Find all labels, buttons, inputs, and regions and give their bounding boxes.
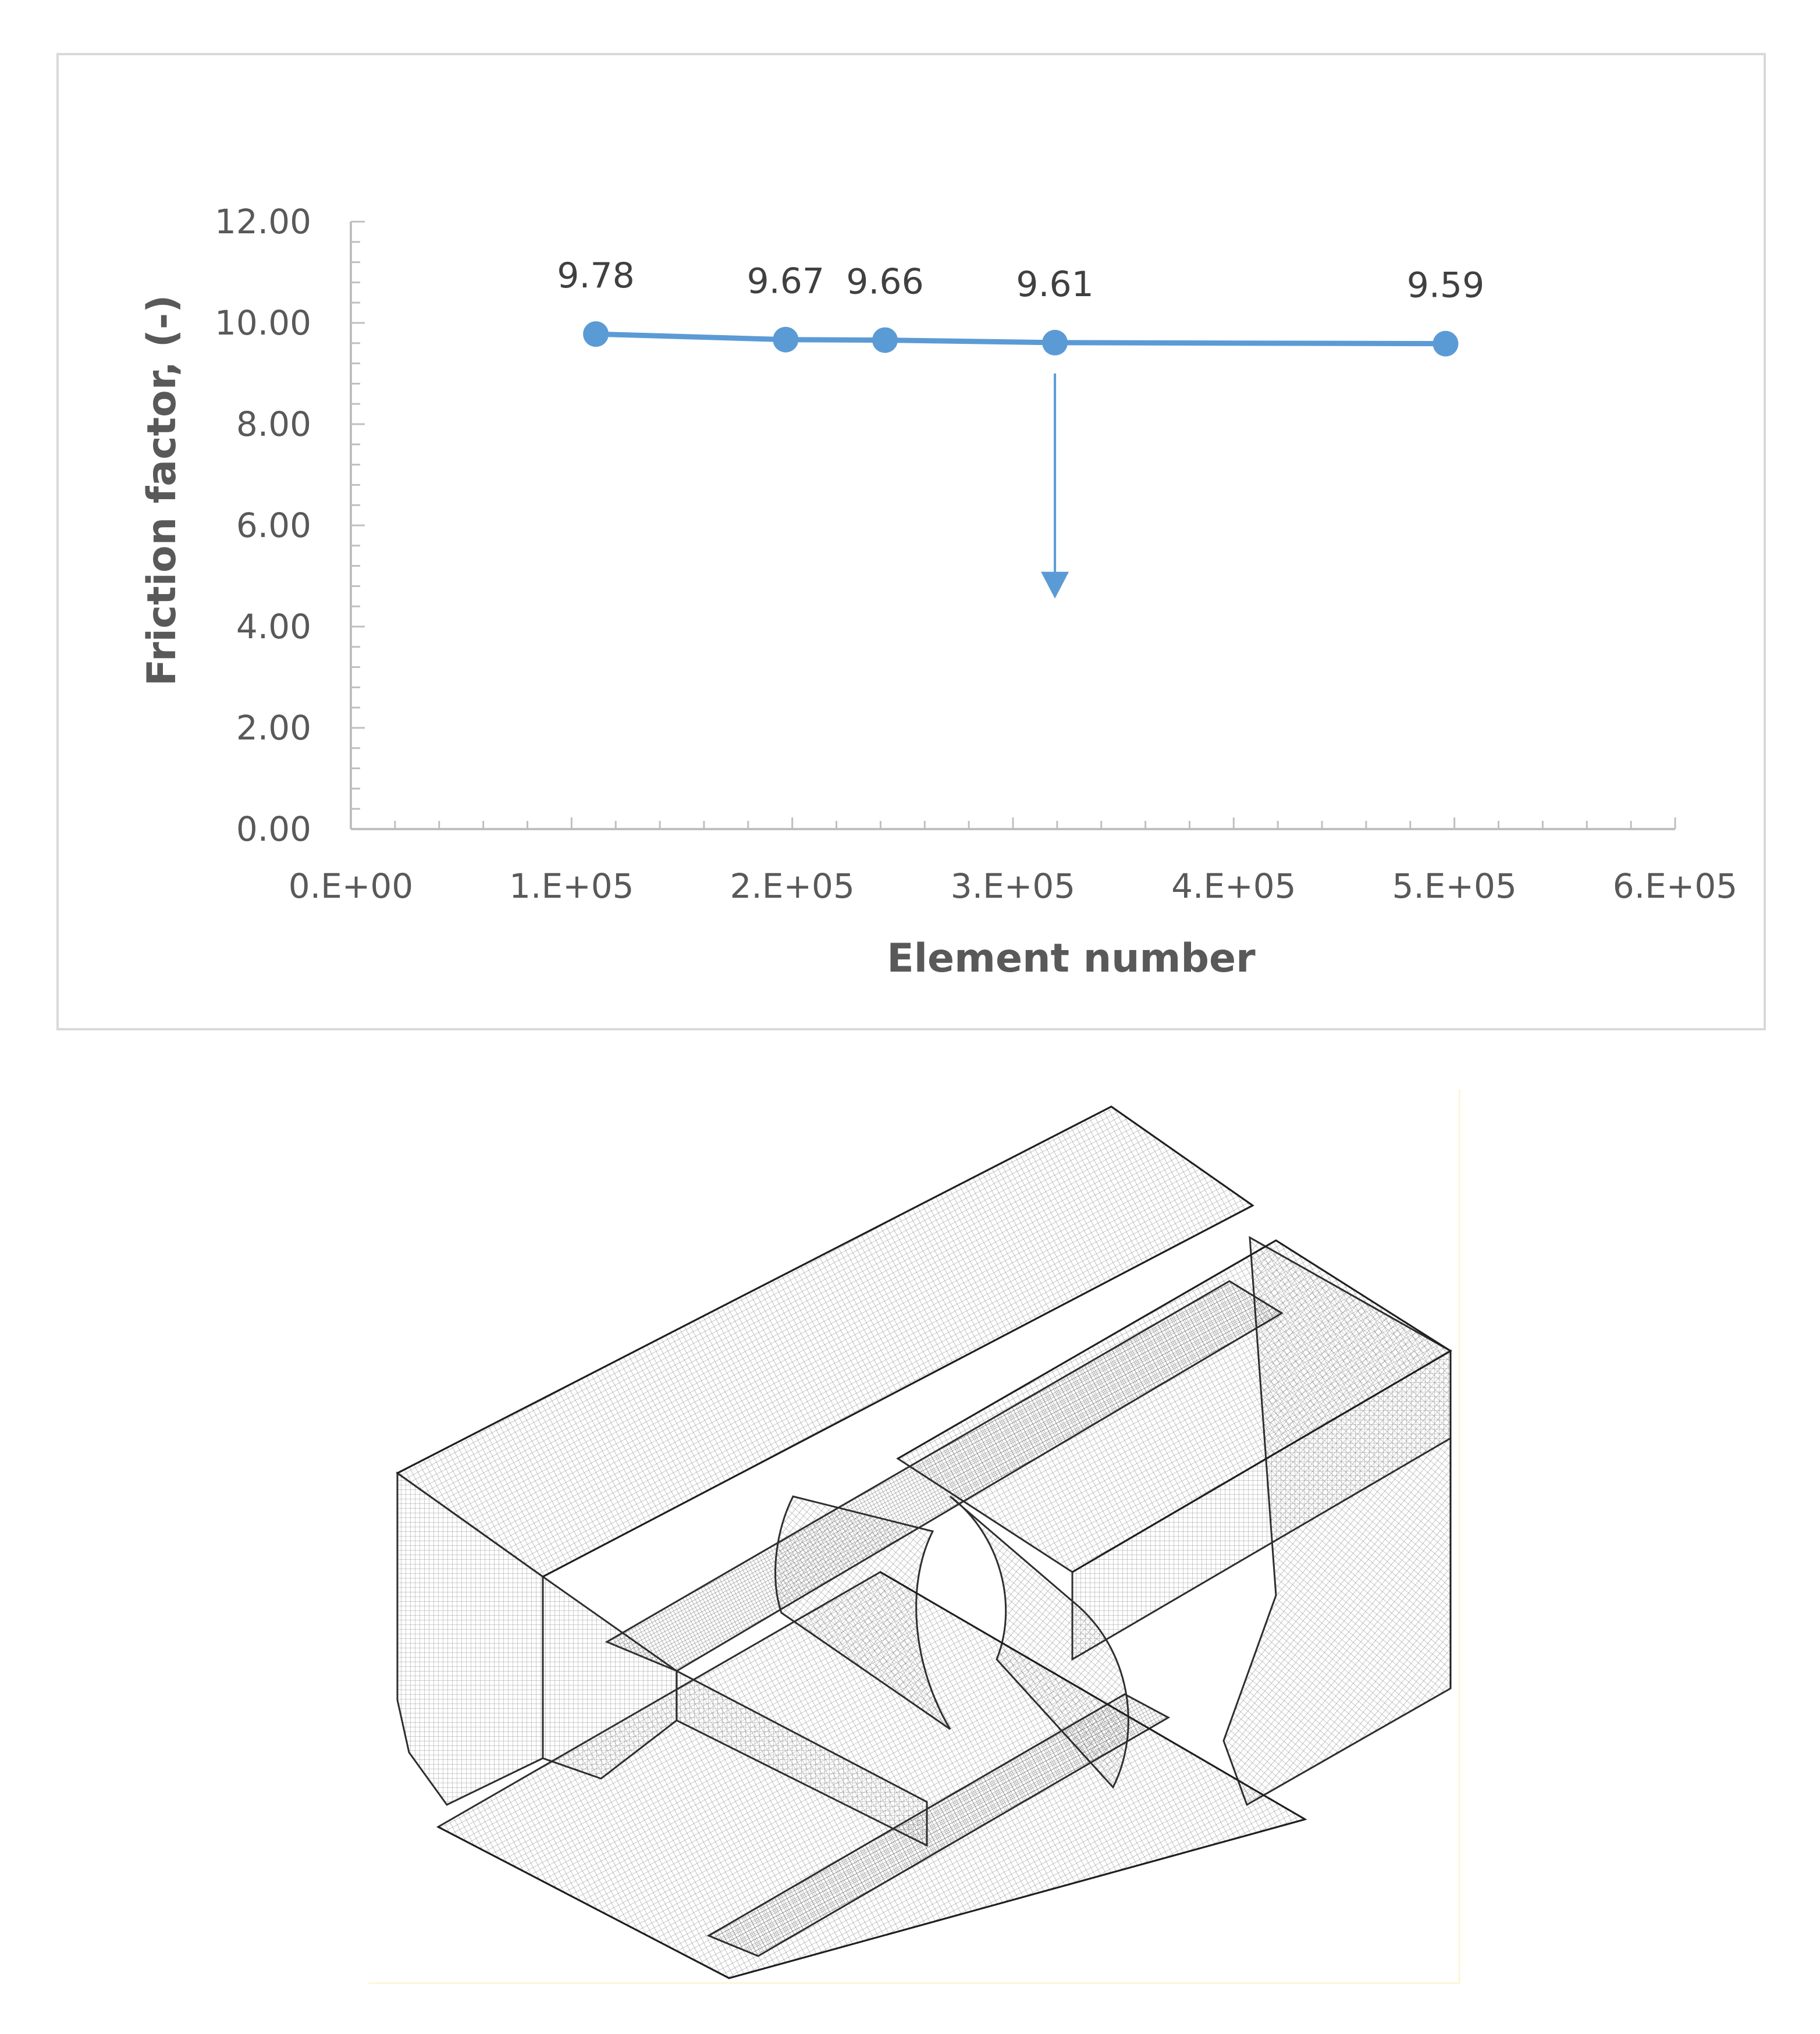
- data-point: [583, 321, 609, 347]
- hexahedral-mesh-icon: [396, 1105, 1452, 1979]
- data-label: 9.61: [1016, 264, 1094, 305]
- data-labels: 9.78 9.67 9.66 9.61 9.59: [557, 255, 1484, 306]
- y-axis-title: Friction factor, (-): [139, 295, 185, 686]
- data-point: [773, 326, 799, 353]
- data-point: [1042, 329, 1068, 355]
- mesh-geometry: [396, 1105, 1452, 1979]
- x-tick-label: 4.E+05: [1171, 866, 1296, 906]
- data-label: 9.59: [1407, 265, 1485, 306]
- arrow-head: [1041, 571, 1069, 599]
- tick-marks: [350, 221, 1676, 830]
- x-tick-label: 3.E+05: [951, 866, 1075, 906]
- y-tick-label: 6.00: [236, 506, 311, 545]
- data-point: [1432, 330, 1459, 357]
- data-point: [872, 327, 898, 353]
- mesh-edges: [397, 1105, 1452, 1979]
- y-tick-label: 10.00: [215, 303, 311, 343]
- x-tick-label: 0.E+00: [289, 866, 413, 906]
- x-tick-label: 6.E+05: [1613, 866, 1737, 906]
- y-tick-label: 4.00: [236, 607, 311, 646]
- series-line: [595, 331, 1446, 347]
- x-tick-label: 5.E+05: [1392, 866, 1516, 906]
- series-line-0: [595, 331, 1446, 347]
- y-tick-label: 2.00: [236, 708, 311, 748]
- data-points: [583, 321, 1459, 357]
- axes: [350, 222, 1675, 830]
- x-tick-labels: 0.E+00 1.E+05 2.E+05 3.E+05 4.E+05 5.E+05 6.E+…: [289, 866, 1737, 906]
- friction-factor-chart: 0.E+00 1.E+05 2.E+05 3.E+05 4.E+05 5.E+05 6.E+…: [139, 202, 1737, 982]
- y-tick-labels: 0.00 2.00 4.00 6.00 8.00 10.00 12.00: [215, 202, 311, 849]
- data-label: 9.67: [747, 261, 824, 302]
- x-tick-label: 1.E+05: [509, 866, 634, 906]
- data-label: 9.66: [846, 262, 924, 303]
- y-tick-label: 8.00: [236, 404, 311, 444]
- annotations: [1041, 374, 1069, 599]
- chart-frame: 0.E+00 1.E+05 2.E+05 3.E+05 4.E+05 5.E+05 6.E+…: [56, 53, 1766, 1030]
- data-label: 9.78: [557, 255, 635, 296]
- x-axis-title: Element number: [887, 936, 1256, 982]
- y-tick-label: 12.00: [215, 202, 311, 241]
- y-tick-label: 0.00: [236, 809, 311, 849]
- x-tick-label: 2.E+05: [730, 866, 854, 906]
- mesh-figure-panel: [368, 1089, 1460, 1984]
